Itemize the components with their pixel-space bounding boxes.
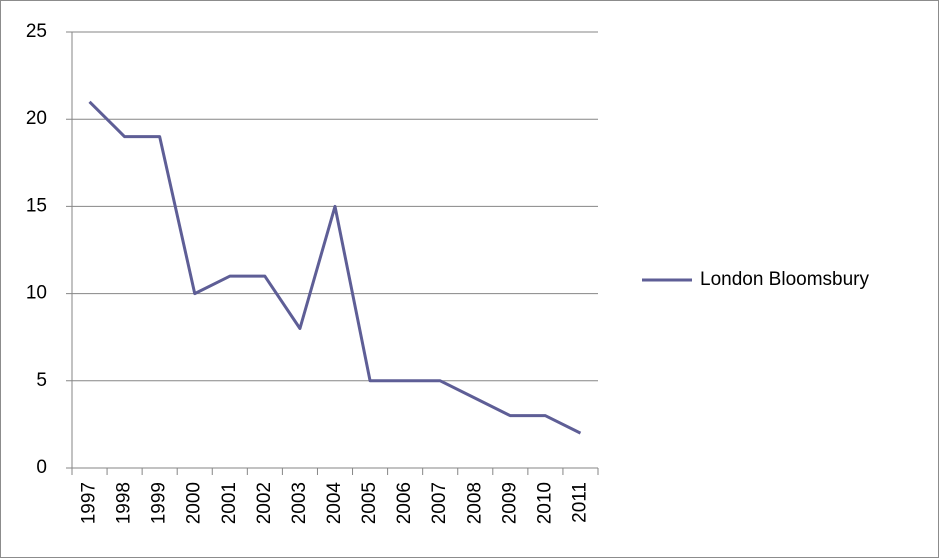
legend-label: London Bloomsbury bbox=[700, 269, 869, 290]
x-tick-label: 2000 bbox=[184, 482, 205, 524]
x-tick-label: 2008 bbox=[464, 482, 485, 524]
y-tick-label: 10 bbox=[26, 283, 47, 304]
x-tick-label: 2004 bbox=[324, 482, 345, 525]
x-tick-label: 1997 bbox=[79, 482, 100, 524]
x-tick-label: 2007 bbox=[429, 482, 450, 524]
x-tick-label: 2010 bbox=[534, 482, 555, 524]
y-tick-label: 20 bbox=[26, 108, 47, 129]
x-tick-label: 2009 bbox=[499, 482, 520, 524]
y-tick-label: 5 bbox=[36, 370, 47, 391]
x-tick-label: 2005 bbox=[359, 482, 380, 524]
x-tick-label: 1998 bbox=[114, 482, 135, 524]
y-tick-label: 25 bbox=[26, 21, 47, 42]
x-tick-label: 1999 bbox=[149, 482, 170, 524]
x-tick-label: 2003 bbox=[289, 482, 310, 524]
x-tick-label: 2006 bbox=[394, 482, 415, 524]
x-tick-label: 2002 bbox=[254, 482, 275, 524]
series-line bbox=[88, 100, 582, 435]
x-tick-label: 2011 bbox=[569, 482, 590, 523]
x-tick-label: 2001 bbox=[219, 482, 240, 524]
y-tick-label: 0 bbox=[36, 457, 47, 478]
y-tick-label: 15 bbox=[26, 195, 47, 216]
